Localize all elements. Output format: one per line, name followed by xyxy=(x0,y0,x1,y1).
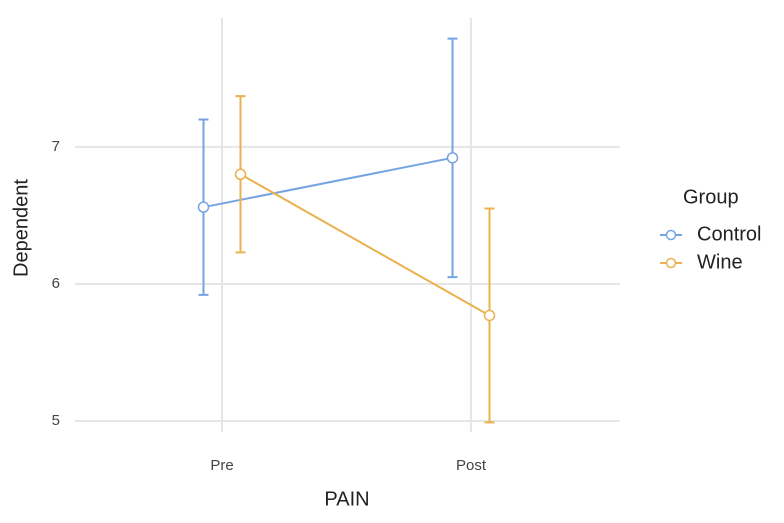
y-tick-label: 5 xyxy=(52,412,60,429)
series-line xyxy=(203,156,453,209)
legend-key xyxy=(665,257,677,269)
point xyxy=(197,201,210,213)
legend-key xyxy=(665,229,677,241)
legend-label: Wine xyxy=(697,251,743,273)
legend-label: Control xyxy=(697,223,761,245)
x-tick-label: Pre xyxy=(210,457,233,474)
series-line xyxy=(240,173,490,317)
point xyxy=(483,309,496,322)
legend-title: Group xyxy=(683,186,739,208)
point xyxy=(446,152,459,164)
x-tick-label: Post xyxy=(456,457,487,474)
y-axis-title: Dependent xyxy=(10,179,32,277)
point xyxy=(234,168,247,181)
y-tick-label: 6 xyxy=(52,275,60,292)
y-tick-label: 7 xyxy=(52,138,60,155)
x-axis-title: PAIN xyxy=(324,488,369,510)
